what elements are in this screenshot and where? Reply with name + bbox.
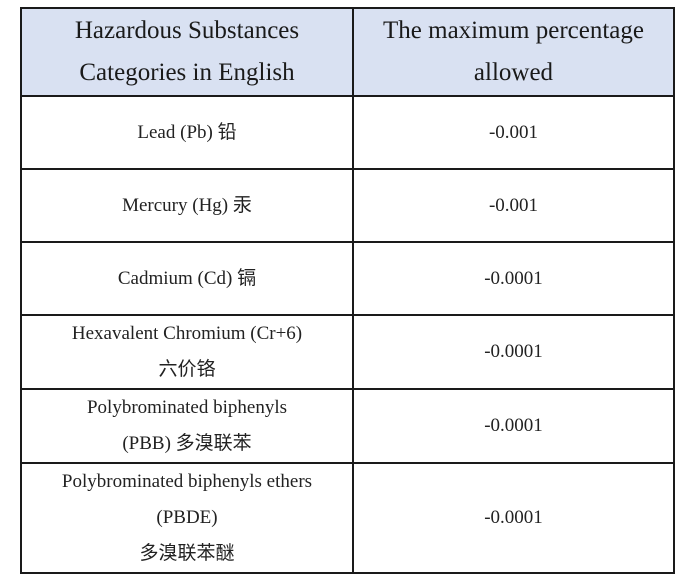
header-row: Hazardous Substances Categories in Englis… <box>20 7 675 97</box>
substance-cell: Mercury (Hg) 汞 <box>20 168 354 243</box>
header-max-percentage: The maximum percentage allowed <box>352 7 675 97</box>
table-row: Polybrominated biphenyls (PBB) 多溴联苯 -0.00… <box>20 388 675 464</box>
substance-line: Hexavalent Chromium (Cr+6) <box>71 323 303 344</box>
substance-cell: Lead (Pb) 铅 <box>20 95 354 170</box>
substance-line: (PBDE) <box>156 507 218 528</box>
table-row: Lead (Pb) 铅 -0.001 <box>20 95 675 170</box>
header-line: Categories in English <box>79 59 295 86</box>
percentage-cell: -0.0001 <box>352 462 675 574</box>
percentage-cell: -0.001 <box>352 95 675 170</box>
table-row: Polybrominated biphenyls ethers (PBDE) 多溴联… <box>20 462 675 574</box>
substance-line: Lead (Pb) 铅 <box>137 121 237 143</box>
substance-cell: Polybrominated biphenyls (PBB) 多溴联苯 <box>20 388 354 464</box>
table-row: Cadmium (Cd) 镉 -0.0001 <box>20 241 675 316</box>
header-line: The maximum percentage <box>383 17 644 44</box>
hazardous-substances-table: Hazardous Substances Categories in Englis… <box>20 7 675 574</box>
header-line: Hazardous Substances <box>74 17 300 44</box>
table-row: Mercury (Hg) 汞 -0.001 <box>20 168 675 243</box>
header-substance-category: Hazardous Substances Categories in Englis… <box>20 7 354 97</box>
percentage-cell: -0.0001 <box>352 314 675 390</box>
substance-line: (PBB) 多溴联苯 <box>122 433 252 454</box>
header-line: allowed <box>473 59 554 86</box>
percentage-cell: -0.0001 <box>352 241 675 316</box>
substance-cell: Cadmium (Cd) 镉 <box>20 241 354 316</box>
substance-line: 六价铬 <box>158 359 216 380</box>
percentage-cell: -0.001 <box>352 168 675 243</box>
substance-line: Cadmium (Cd) 镉 <box>117 267 257 289</box>
substance-line: 多溴联苯醚 <box>139 543 235 564</box>
substance-line: Mercury (Hg) 汞 <box>122 194 252 216</box>
substance-line: Polybrominated biphenyls ethers <box>61 471 313 492</box>
substance-cell: Polybrominated biphenyls ethers (PBDE) 多溴联… <box>20 462 354 574</box>
percentage-cell: -0.0001 <box>352 388 675 464</box>
table-row: Hexavalent Chromium (Cr+6) 六价铬 -0.0001 <box>20 314 675 390</box>
substance-cell: Hexavalent Chromium (Cr+6) 六价铬 <box>20 314 354 390</box>
substance-line: Polybrominated biphenyls <box>86 397 287 418</box>
